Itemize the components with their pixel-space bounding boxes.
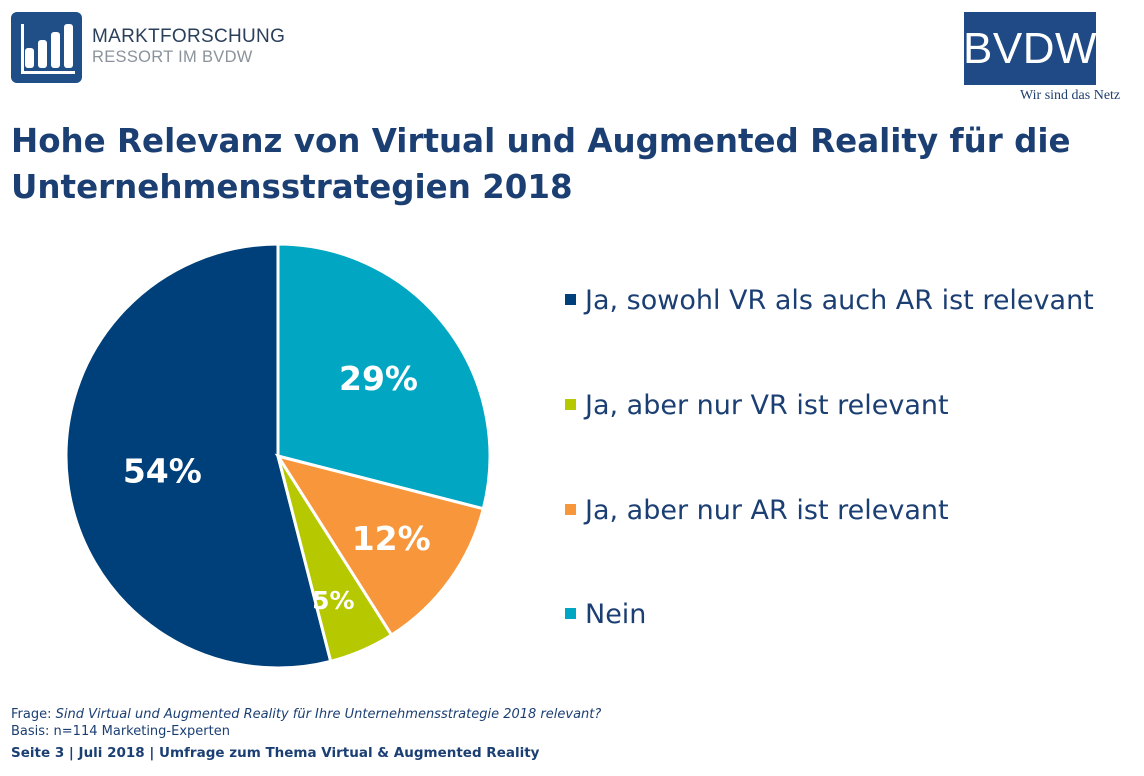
footer-source: Seite 3 | Juli 2018 | Umfrage zum Thema … <box>11 745 540 761</box>
page-title: Hohe Relevanz von Virtual und Augmented … <box>11 122 1071 206</box>
question-label: Frage: <box>11 707 56 722</box>
legend-label: Ja, sowohl VR als auch AR ist relevant <box>585 285 1094 316</box>
pie-chart: 54% 5% 12% 29% <box>64 242 492 670</box>
legend-swatch <box>565 608 576 619</box>
pie-slice <box>274 453 486 638</box>
footer-basis: Basis: n=114 Marketing-Experten <box>11 724 230 739</box>
legend-label: Nein <box>585 599 647 630</box>
logo-text-ressort: RESSORT IM BVDW <box>92 48 253 66</box>
logo-text-marktforschung: MARKTFORSCHUNG <box>92 26 286 47</box>
slice-value-label: 29% <box>339 359 418 398</box>
legend-swatch <box>565 294 576 305</box>
legend-swatch <box>565 399 576 410</box>
bvdw-logo: BVDW <box>963 12 1097 85</box>
legend-swatch <box>565 504 576 515</box>
marktforschung-logo-icon <box>11 12 82 83</box>
legend-label: Ja, aber nur AR ist relevant <box>585 495 949 526</box>
slice-value-label: 5% <box>312 586 354 615</box>
bvdw-tagline: Wir sind das Netz <box>1020 88 1121 103</box>
pie-slice <box>64 242 333 670</box>
question-text: Sind Virtual und Augmented Reality für I… <box>55 707 602 722</box>
legend-label: Ja, aber nur VR ist relevant <box>585 390 949 421</box>
footer-question: Frage: Sind Virtual und Augmented Realit… <box>11 707 601 722</box>
pie-slice <box>276 242 492 511</box>
slice-value-label: 12% <box>352 519 431 558</box>
slice-value-label: 54% <box>123 451 202 490</box>
